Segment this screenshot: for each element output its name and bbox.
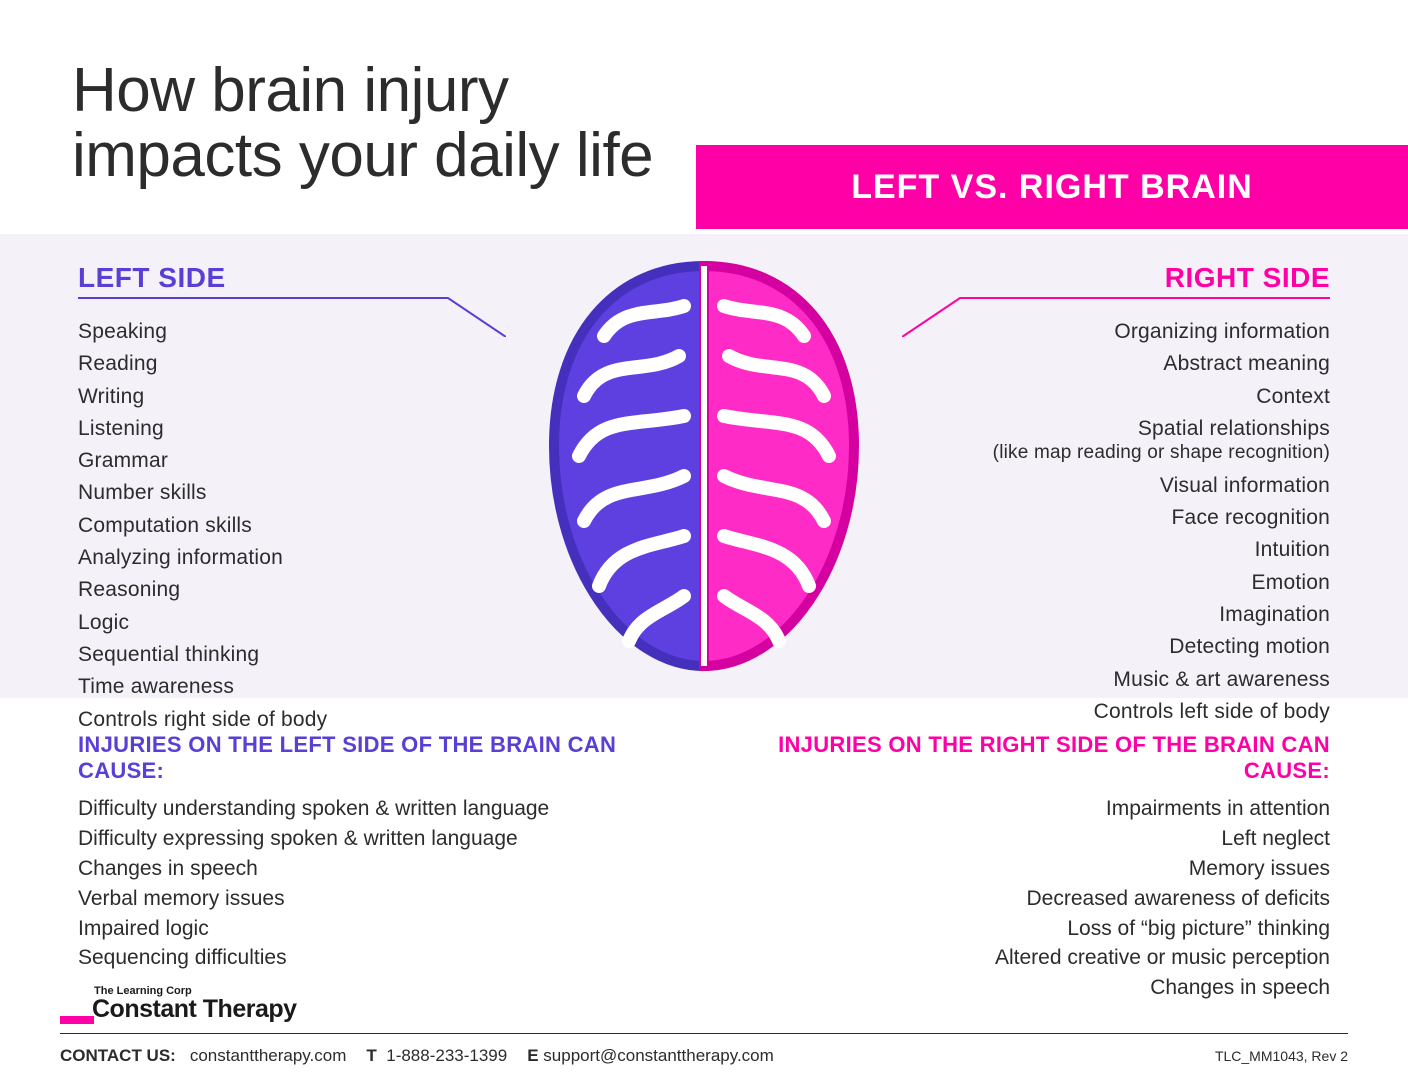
right-connector [902, 298, 1330, 300]
list-item: Left neglect [720, 826, 1330, 853]
list-item: Time awareness [78, 673, 498, 700]
left-injuries-column: INJURIES ON THE LEFT SIDE OF THE BRAIN C… [78, 732, 688, 1005]
contact-label: CONTACT US: [60, 1046, 176, 1066]
list-item: Reasoning [78, 576, 498, 603]
document-id: TLC_MM1043, Rev 2 [1215, 1048, 1348, 1064]
list-item: Sequential thinking [78, 641, 498, 668]
right-injuries-column: INJURIES ON THE RIGHT SIDE OF THE BRAIN … [720, 732, 1330, 1005]
brain-functions-section: LEFT SIDE SpeakingReadingWritingListenin… [0, 234, 1408, 698]
list-item: Difficulty expressing spoken & written l… [78, 826, 688, 853]
list-item: Context [910, 383, 1330, 410]
list-item: Intuition [910, 536, 1330, 563]
list-item: Abstract meaning [910, 350, 1330, 377]
header: How brain injury impacts your daily life… [0, 0, 1408, 230]
left-injuries-list: Difficulty understanding spoken & writte… [78, 796, 688, 972]
list-item: Analyzing information [78, 544, 498, 571]
list-item: (like map reading or shape recognition) [910, 441, 1330, 466]
right-side-heading: RIGHT SIDE [910, 262, 1330, 294]
list-item: Changes in speech [78, 856, 688, 883]
list-item: Imagination [910, 601, 1330, 628]
list-item: Decreased awareness of deficits [720, 886, 1330, 913]
list-item: Impairments in attention [720, 796, 1330, 823]
logo-underline-icon [60, 1016, 94, 1024]
title-line-2: impacts your daily life [72, 121, 653, 190]
list-item: Altered creative or music perception [720, 945, 1330, 972]
list-item: Writing [78, 383, 498, 410]
list-item: Verbal memory issues [78, 886, 688, 913]
list-item: Detecting motion [910, 633, 1330, 660]
footer-divider [60, 1033, 1348, 1035]
list-item: Visual information [910, 472, 1330, 499]
list-item: Logic [78, 609, 498, 636]
list-item: Music & art awareness [910, 666, 1330, 693]
list-item: Emotion [910, 569, 1330, 596]
list-item: Computation skills [78, 512, 498, 539]
logo: The Learning Corp Constant Therapy [60, 985, 297, 1024]
list-item: Memory issues [720, 856, 1330, 883]
list-item: Sequencing difficulties [78, 945, 688, 972]
left-injuries-heading: INJURIES ON THE LEFT SIDE OF THE BRAIN C… [78, 732, 688, 784]
list-item: Reading [78, 350, 498, 377]
page-title: How brain injury impacts your daily life [72, 58, 653, 188]
list-item: Impaired logic [78, 916, 688, 943]
right-injuries-list: Impairments in attention Left neglect Memo… [720, 796, 1330, 1002]
contact-phone: T 1-888-233-1399 [366, 1046, 507, 1066]
brain-icon [504, 246, 904, 686]
footer: CONTACT US: constanttherapy.com T 1-888-… [60, 1046, 1348, 1066]
right-functions-list: Organizing informationAbstract meaningCo… [910, 318, 1330, 730]
contact-email: E support@constanttherapy.com [527, 1046, 774, 1066]
banner: LEFT VS. RIGHT BRAIN [696, 145, 1408, 229]
list-item: Grammar [78, 447, 498, 474]
title-line-1: How brain injury [72, 56, 509, 125]
left-connector [78, 298, 506, 300]
list-item: Face recognition [910, 504, 1330, 531]
logo-big-text: Constant Therapy [92, 995, 297, 1023]
contact-web: constanttherapy.com [190, 1046, 347, 1066]
list-item: Loss of “big picture” thinking [720, 916, 1330, 943]
list-item: Difficulty understanding spoken & writte… [78, 796, 688, 823]
left-side-heading: LEFT SIDE [78, 262, 498, 294]
left-functions-list: SpeakingReadingWritingListeningGrammarNu… [78, 318, 498, 738]
list-item: Spatial relationships [910, 415, 1330, 442]
right-injuries-heading: INJURIES ON THE RIGHT SIDE OF THE BRAIN … [720, 732, 1330, 784]
list-item: Changes in speech [720, 975, 1330, 1002]
injuries-section: INJURIES ON THE LEFT SIDE OF THE BRAIN C… [0, 700, 1408, 1005]
list-item: Number skills [78, 479, 498, 506]
list-item: Listening [78, 415, 498, 442]
